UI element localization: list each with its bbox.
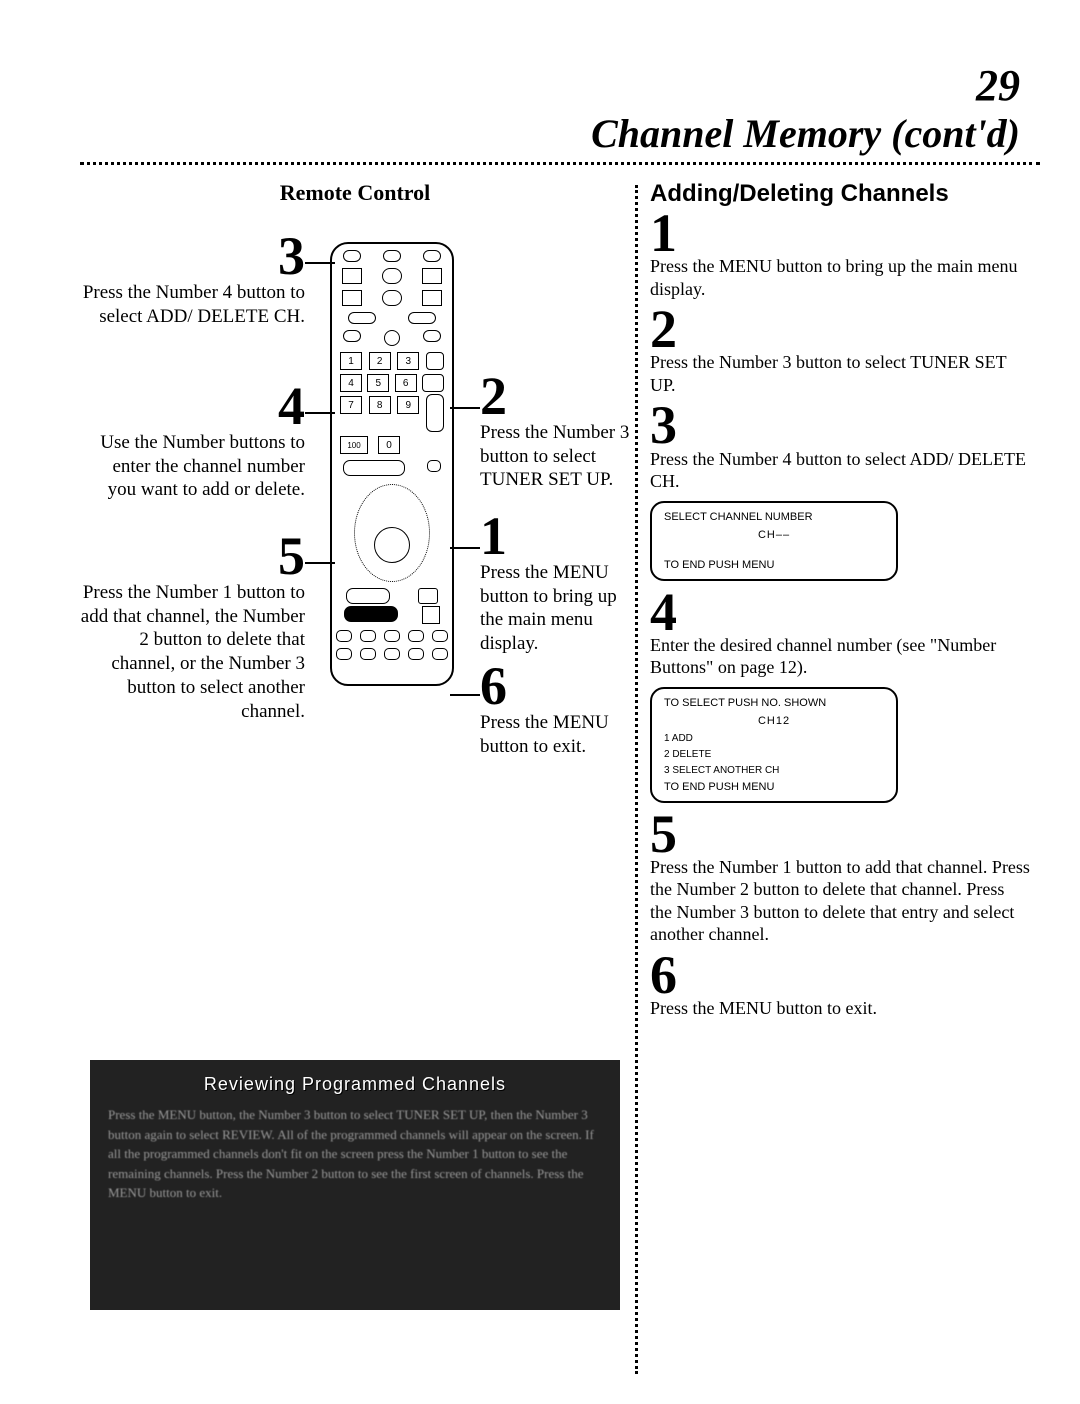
- remote-key-8: 8: [369, 396, 391, 414]
- osd-line: TO END PUSH MENU: [664, 559, 884, 571]
- step-3: 3 Press the Number 4 button to select AD…: [650, 404, 1030, 492]
- osd-channel: CH12: [664, 715, 884, 727]
- remote-key-100: 100: [340, 436, 368, 454]
- step-number: 3: [278, 226, 305, 286]
- step-text: Press the MENU button to bring up the ma…: [480, 561, 630, 656]
- step-number: 6: [650, 954, 1030, 997]
- osd-option: 1 ADD: [664, 733, 884, 745]
- onscreen-display-2: TO SELECT PUSH NO. SHOWN CH12 1 ADD 2 DE…: [650, 687, 898, 803]
- step-text: Press the MENU button to bring up the ma…: [650, 256, 1017, 299]
- chapter-title: Channel Memory (cont'd): [591, 110, 1020, 157]
- step-6: 6 Press the MENU button to exit.: [650, 954, 1030, 1020]
- osd-channel: CH––: [664, 529, 884, 541]
- content-area: Remote Control 1 2 3: [80, 180, 1040, 1374]
- step-number: 5: [278, 526, 305, 586]
- divider-vertical: [635, 185, 638, 1374]
- step-number: 3: [650, 404, 1030, 447]
- callout-step-2: 2 Press the Number 3 button to select TU…: [480, 372, 630, 492]
- right-column: Adding/Deleting Channels 1 Press the MEN…: [650, 180, 1030, 1028]
- step-text: Press the MENU button to exit.: [650, 998, 877, 1018]
- osd-line: SELECT CHANNEL NUMBER: [664, 511, 884, 523]
- step-number: 2: [650, 308, 1030, 351]
- remote-key-4: 4: [340, 374, 362, 392]
- step-text: Press the Number 3 button to select TUNE…: [480, 421, 630, 492]
- step-text: Press the MENU button to exit.: [480, 711, 630, 759]
- reviewing-channels-box: Reviewing Programmed Channels Press the …: [90, 1060, 620, 1310]
- step-number: 4: [278, 376, 305, 436]
- step-text: Press the Number 1 button to add that ch…: [650, 857, 1030, 945]
- remote-nav-pad: [354, 484, 430, 582]
- step-text: Press the Number 1 button to add that ch…: [80, 581, 305, 724]
- remote-key-2: 2: [369, 352, 391, 370]
- left-column: Remote Control 1 2 3: [80, 180, 630, 852]
- step-number: 1: [650, 212, 1030, 255]
- remote-key-7: 7: [340, 396, 362, 414]
- dark-box-title: Reviewing Programmed Channels: [108, 1074, 602, 1095]
- page-number: 29: [976, 60, 1020, 111]
- leader-line: [450, 407, 480, 409]
- step-number: 4: [650, 591, 1030, 634]
- osd-option: 2 DELETE: [664, 749, 884, 761]
- step-text: Use the Number buttons to enter the chan…: [80, 431, 305, 502]
- step-number: 1: [480, 506, 507, 566]
- remote-key-5: 5: [367, 374, 389, 392]
- divider-horizontal: [80, 162, 1040, 165]
- step-number: 5: [650, 813, 1030, 856]
- leader-line: [450, 694, 480, 696]
- remote-body: 1 2 3 4 5 6 7 8: [330, 242, 454, 686]
- leader-line: [305, 412, 335, 414]
- step-2: 2 Press the Number 3 button to select TU…: [650, 308, 1030, 396]
- callout-step-4: 4 Use the Number buttons to enter the ch…: [80, 382, 305, 502]
- step-4: 4 Enter the desired channel number (see …: [650, 591, 1030, 679]
- step-text: Press the Number 3 button to select TUNE…: [650, 352, 1006, 395]
- remote-key-0: 0: [378, 436, 400, 454]
- step-text: Press the Number 4 button to select ADD/…: [650, 449, 1026, 492]
- dark-box-body: Press the MENU button, the Number 3 butt…: [108, 1105, 602, 1203]
- osd-option: 3 SELECT ANOTHER CH: [664, 765, 884, 777]
- leader-line: [450, 547, 480, 549]
- section-title: Adding/Deleting Channels: [650, 180, 1030, 208]
- remote-key-6: 6: [395, 374, 417, 392]
- onscreen-display-1: SELECT CHANNEL NUMBER CH–– TO END PUSH M…: [650, 501, 898, 581]
- remote-control-heading: Remote Control: [80, 180, 630, 206]
- manual-page: 29 Channel Memory (cont'd) Remote Contro…: [0, 0, 1080, 1404]
- callout-step-6: 6 Press the MENU button to exit.: [480, 662, 630, 758]
- remote-key-1: 1: [340, 352, 362, 370]
- leader-line: [305, 562, 335, 564]
- step-text: Enter the desired channel number (see "N…: [650, 635, 996, 678]
- step-number: 6: [480, 656, 507, 716]
- osd-line: TO END PUSH MENU: [664, 781, 884, 793]
- step-number: 2: [480, 366, 507, 426]
- callout-step-1: 1 Press the MENU button to bring up the …: [480, 512, 630, 656]
- step-text: Press the Number 4 button to select ADD/…: [80, 281, 305, 329]
- step-1: 1 Press the MENU button to bring up the …: [650, 212, 1030, 300]
- remote-key-3: 3: [397, 352, 419, 370]
- leader-line: [305, 262, 335, 264]
- callout-step-3: 3 Press the Number 4 button to select AD…: [80, 232, 305, 328]
- remote-key-9: 9: [397, 396, 419, 414]
- osd-line: TO SELECT PUSH NO. SHOWN: [664, 697, 884, 709]
- remote-diagram: 1 2 3 4 5 6 7 8: [80, 212, 630, 852]
- remote-numpad: 1 2 3 4 5 6 7 8: [340, 352, 444, 454]
- step-5: 5 Press the Number 1 button to add that …: [650, 813, 1030, 946]
- callout-step-5: 5 Press the Number 1 button to add that …: [80, 532, 305, 723]
